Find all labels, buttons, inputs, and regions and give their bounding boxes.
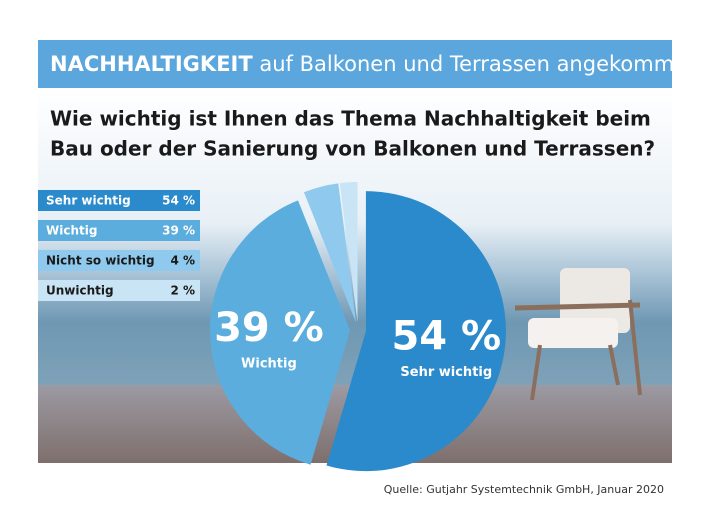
banner bbox=[38, 40, 672, 88]
legend-label: Nicht so wichtig bbox=[46, 254, 155, 268]
legend-row bbox=[38, 220, 200, 241]
legend-value: 2 % bbox=[170, 284, 195, 298]
legend-value: 4 % bbox=[170, 254, 195, 268]
slice-value: 54 % bbox=[391, 314, 501, 360]
banner-rest: auf Balkonen und Terrassen angekommen bbox=[259, 52, 700, 76]
slice-value: 39 % bbox=[214, 305, 324, 351]
title-line: Wie wichtig ist Ihnen das Thema Nachhalt… bbox=[50, 107, 651, 131]
legend-row bbox=[38, 190, 200, 211]
legend-label: Wichtig bbox=[46, 224, 97, 238]
pie-slice bbox=[303, 183, 356, 323]
legend-label: Unwichtig bbox=[46, 284, 114, 298]
legend-row bbox=[38, 250, 200, 271]
slice-label: Wichtig bbox=[241, 357, 297, 372]
pie-slice bbox=[339, 182, 358, 323]
legend-value: 39 % bbox=[162, 224, 195, 238]
pie-slice bbox=[326, 191, 506, 472]
banner-text: NACHHALTIGKEIT auf Balkonen und Terrasse… bbox=[50, 52, 700, 76]
banner-bold: NACHHALTIGKEIT bbox=[50, 52, 253, 76]
title-line: Bau oder der Sanierung von Balkonen und … bbox=[50, 137, 655, 161]
legend-value: 54 % bbox=[162, 194, 195, 208]
legend-row bbox=[38, 280, 200, 301]
legend-label: Sehr wichtig bbox=[46, 194, 131, 208]
chair bbox=[514, 268, 642, 401]
slice-label: Sehr wichtig bbox=[400, 365, 492, 380]
pie-slice bbox=[210, 200, 351, 465]
source: Quelle: Gutjahr Systemtechnik GmbH, Janu… bbox=[384, 483, 664, 496]
